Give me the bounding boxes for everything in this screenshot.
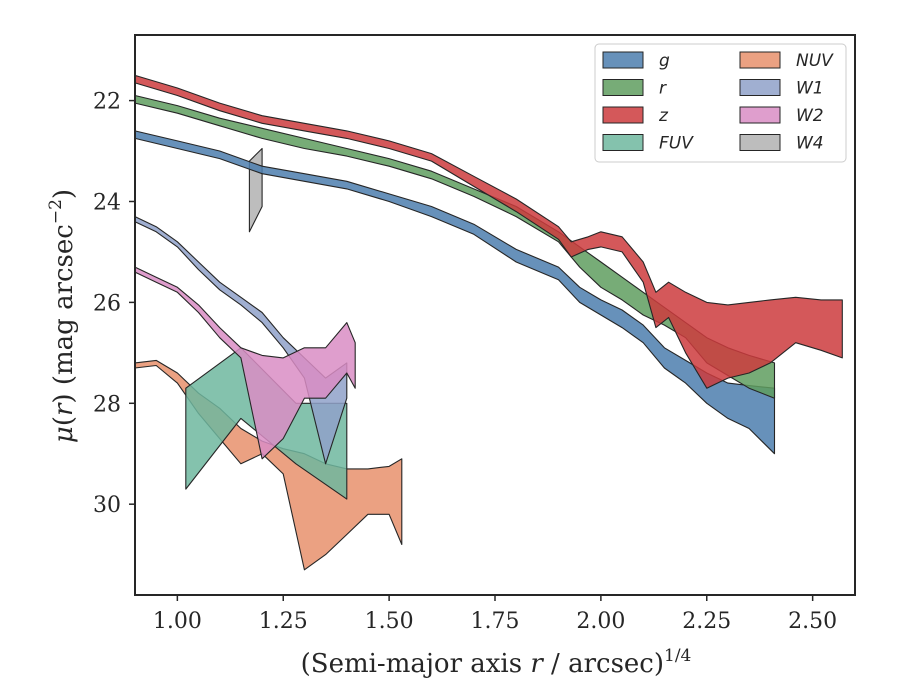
y-tick-label: 24 (93, 190, 121, 215)
x-tick-label: 1.50 (365, 609, 414, 634)
legend-label-fuv: FUV (659, 134, 694, 154)
x-tick-label: 2.50 (788, 609, 837, 634)
legend-swatch-r (602, 79, 644, 96)
legend-label-g: g (659, 51, 670, 71)
legend: grz FUV NUV W1 W2 W4 (594, 43, 847, 163)
legend-swatch-g (602, 51, 644, 69)
band-z (134, 74, 843, 389)
legend-label-w4: W4 (796, 134, 824, 154)
x-tick-label: 2.25 (682, 609, 731, 634)
legend-box (594, 43, 847, 163)
x-axis: 1.00 1.25 1.50 1.75 2.00 2.25 2.50 (153, 595, 837, 634)
y-axis: 22 24 26 28 30 (93, 90, 135, 518)
legend-swatch-nuv (739, 51, 781, 69)
legend-swatch-fuv (602, 134, 644, 151)
legend-label-r: r (659, 79, 667, 99)
y-tick-label: 28 (93, 392, 121, 417)
legend-swatch-w1 (739, 79, 781, 96)
legend-label-nuv: NUV (796, 51, 834, 71)
band-w1 (134, 216, 348, 465)
x-tick-label: 1.25 (259, 609, 308, 634)
legend-swatch-w2 (739, 106, 781, 124)
legend-label-w2: W2 (796, 106, 824, 126)
legend-label-z: z (658, 106, 669, 126)
band-r (134, 94, 776, 399)
legend-label-w1: W1 (796, 79, 824, 99)
legend-swatch-z (602, 106, 644, 124)
x-tick-label: 2.00 (576, 609, 625, 634)
band-g (134, 130, 776, 455)
data-bands (134, 74, 843, 571)
y-tick-label: 22 (93, 90, 121, 115)
legend-swatch-w4 (739, 134, 781, 151)
y-tick-label: 26 (93, 291, 121, 316)
x-tick-label: 1.75 (471, 609, 520, 634)
band-w2 (134, 266, 356, 460)
y-tick-label: 30 (93, 493, 121, 518)
x-axis-label: (Semi-major axis r / arcsec)1/4 (301, 646, 692, 679)
y-axis-label: μ(r) (mag arcsec−2) (46, 189, 79, 443)
band-w4 (248, 147, 263, 233)
x-tick-label: 1.00 (153, 609, 202, 634)
